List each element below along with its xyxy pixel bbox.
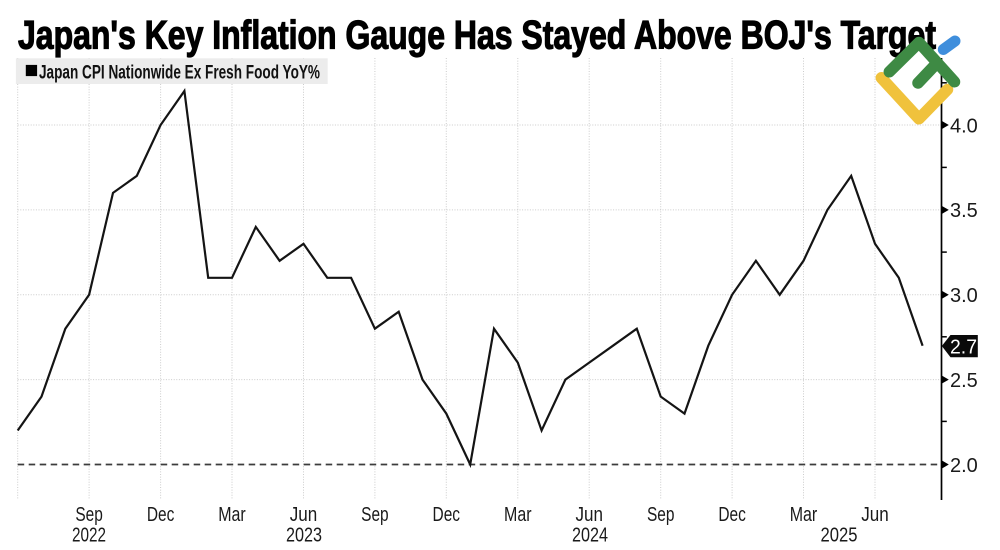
svg-text:2022: 2022: [72, 524, 106, 545]
svg-text:Jun: Jun: [290, 504, 318, 526]
svg-text:Dec: Dec: [433, 504, 461, 526]
svg-text:Mar: Mar: [218, 504, 246, 526]
svg-text:3.5: 3.5: [950, 200, 978, 222]
svg-text:4.0: 4.0: [950, 115, 978, 137]
svg-text:Dec: Dec: [718, 504, 746, 526]
svg-text:2.5: 2.5: [950, 370, 978, 392]
svg-text:Sep: Sep: [647, 504, 675, 526]
svg-text:Japan's Key Inflation Gauge Ha: Japan's Key Inflation Gauge Has Stayed A…: [18, 13, 936, 57]
svg-text:Sep: Sep: [361, 504, 389, 526]
svg-text:Dec: Dec: [147, 504, 175, 526]
svg-text:2025: 2025: [821, 524, 858, 545]
svg-text:3.0: 3.0: [950, 285, 978, 307]
svg-text:2023: 2023: [286, 524, 322, 545]
svg-text:2.0: 2.0: [950, 455, 978, 477]
svg-text:2024: 2024: [572, 524, 608, 545]
svg-text:Mar: Mar: [504, 504, 532, 526]
svg-text:Sep: Sep: [75, 504, 103, 526]
svg-text:Japan CPI Nationwide Ex Fresh: Japan CPI Nationwide Ex Fresh Food YoY%: [39, 63, 320, 84]
svg-text:2.7: 2.7: [950, 336, 977, 358]
svg-text:Jun: Jun: [575, 504, 603, 526]
svg-text:Jun: Jun: [861, 504, 889, 526]
svg-text:Mar: Mar: [790, 504, 818, 526]
